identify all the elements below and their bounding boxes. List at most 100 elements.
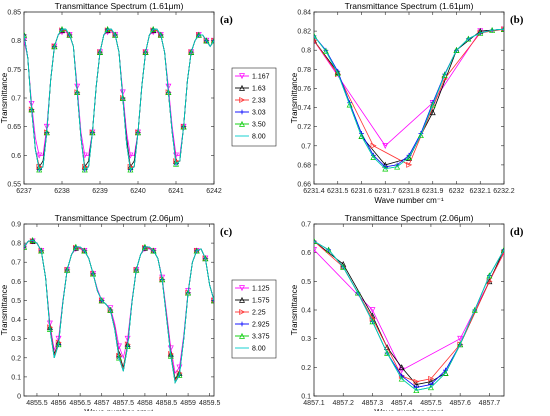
chart-title: Transmittance Spectrum (1.61μm)	[55, 1, 184, 11]
data-point-0	[28, 100, 35, 107]
data-point-4	[36, 166, 43, 173]
data-point-4	[107, 306, 114, 313]
panel-0: Transmittance Spectrum (1.61μm) (a) 0.55 0.…	[0, 1, 233, 195]
legend-marker	[239, 321, 245, 327]
legend-marker	[239, 84, 245, 91]
data-point-4	[211, 37, 214, 44]
data-point-4	[173, 160, 179, 167]
y-tick-label: 0.75	[7, 67, 21, 74]
y-tick-label: 0.2	[11, 355, 21, 362]
data-point-2	[370, 142, 377, 149]
y-tick-label: 0.1	[301, 394, 311, 401]
data-point-4	[124, 343, 131, 350]
x-tick-label: 4859.5	[199, 400, 221, 407]
series-line-5	[314, 240, 504, 391]
x-tick-label: 4857.5	[113, 400, 135, 407]
data-point-0	[74, 83, 81, 90]
y-tick-label: 0.3	[301, 336, 311, 343]
legend-label: 1.575	[252, 298, 270, 305]
x-tick-label: 4855.5	[26, 400, 48, 407]
y-tick-label: 0.8	[11, 241, 21, 248]
x-tick-label: 6240	[130, 188, 146, 195]
data-point-3	[24, 244, 27, 250]
y-tick-label: 0.5	[301, 279, 311, 286]
x-tick-label: 4857	[94, 400, 110, 407]
data-point-4	[325, 246, 332, 253]
data-point-0	[55, 335, 62, 342]
chart-title: Transmittance Spectrum (2.06μm)	[55, 213, 184, 223]
y-tick-label: 0.6	[301, 250, 311, 257]
data-point-0	[314, 247, 317, 253]
data-point-0	[124, 335, 131, 342]
x-tick-label: 4858	[137, 400, 153, 407]
data-point-4	[24, 31, 27, 38]
data-point-4	[398, 375, 405, 382]
legend-label: 1.125	[252, 286, 270, 293]
x-tick-label: 6232	[449, 188, 465, 195]
data-point-4	[457, 341, 464, 348]
data-point-0	[46, 320, 53, 327]
chart-title: Transmittance Spectrum (2.06μm)	[345, 213, 474, 223]
legend-marker	[239, 296, 245, 303]
x-tick-label: 4857.1	[303, 400, 325, 407]
data-point-4	[369, 318, 376, 325]
data-point-0	[382, 143, 389, 149]
y-tick-label: 0.84	[297, 10, 311, 17]
data-point-4	[340, 263, 347, 270]
data-point-4	[429, 101, 436, 108]
x-tick-label: 6231.5	[327, 188, 349, 195]
y-axis-label: Transmittance	[290, 284, 299, 335]
data-point-3	[314, 33, 317, 39]
data-point-1	[314, 37, 317, 44]
x-tick-label: 4856	[51, 400, 67, 407]
x-tick-label: 6238	[54, 188, 70, 195]
y-tick-label: 0.7	[301, 143, 311, 150]
y-tick-label: 0.85	[7, 10, 21, 17]
y-tick-label: 0.7	[301, 222, 311, 229]
legend-label: 3.03	[252, 110, 266, 117]
data-point-4	[334, 69, 341, 76]
x-axis-label: Wave number cm⁻¹	[374, 196, 444, 205]
data-point-0	[165, 83, 172, 90]
data-point-4	[127, 166, 134, 173]
legend-marker	[239, 309, 246, 315]
y-tick-label: 0.55	[7, 182, 21, 189]
legend-marker	[239, 109, 245, 115]
data-point-4	[358, 133, 365, 139]
series-group	[24, 237, 214, 384]
data-point-3	[501, 247, 504, 253]
y-tick-label: 0.76	[297, 86, 311, 93]
y-tick-label: 0.82	[297, 29, 311, 36]
data-point-4	[314, 32, 317, 39]
legend: 1.167 1.63 2.33 3.03 3.50 8.00	[231, 67, 277, 147]
plot-area	[23, 11, 215, 185]
legend-label: 1.63	[252, 86, 266, 93]
data-point-4	[501, 246, 504, 253]
plot-area	[313, 223, 505, 397]
x-tick-label: 6231.8	[398, 188, 420, 195]
y-tick-label: 0.6	[11, 279, 21, 286]
legend-label: 3.375	[252, 334, 270, 341]
series-group	[314, 26, 504, 172]
series-line-0	[24, 240, 214, 375]
panel-label: (b)	[510, 14, 524, 26]
data-point-4	[98, 297, 105, 304]
data-point-0	[119, 89, 126, 96]
data-point-4	[81, 247, 88, 254]
data-point-2	[428, 375, 435, 382]
legend-label: 3.50	[252, 122, 266, 129]
data-point-3	[211, 38, 214, 44]
data-point-0	[457, 335, 464, 342]
data-point-4	[66, 31, 73, 38]
series-line-5	[314, 28, 504, 170]
data-point-4	[211, 297, 214, 304]
data-point-4	[471, 306, 478, 313]
data-point-2	[413, 378, 420, 385]
data-point-4	[406, 154, 412, 160]
x-tick-label: 4857.7	[479, 400, 501, 407]
data-point-4	[384, 349, 391, 356]
data-point-4	[441, 71, 448, 78]
data-point-4	[442, 369, 449, 376]
y-tick-label: 0.72	[297, 124, 311, 131]
